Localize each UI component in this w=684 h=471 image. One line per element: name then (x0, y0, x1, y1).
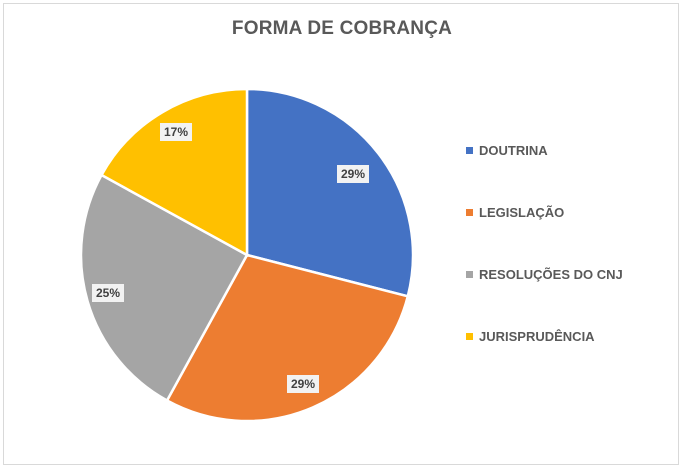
legend-label: LEGISLAÇÃO (479, 205, 565, 220)
legend-swatch-icon (466, 333, 473, 340)
legend-label: DOUTRINA (479, 143, 548, 158)
pie-slice-doutrina (245, 87, 415, 298)
legend-swatch-icon (466, 147, 473, 154)
chart-title: FORMA DE COBRANÇA (231, 18, 453, 39)
legend-item-doutrina: DOUTRINA (466, 143, 548, 158)
legend-label: RESOLUÇÕES DO CNJ (479, 267, 623, 282)
legend-swatch-icon (466, 271, 473, 278)
pie-slice-jurisprud-ncia (99, 87, 249, 258)
pie-slice-legisla-o (165, 253, 410, 423)
legend-item-legislacao: LEGISLAÇÃO (466, 205, 564, 220)
legend-label: JURISPRUDÊNCIA (479, 329, 595, 344)
data-label-resolucoes: 25% (92, 284, 125, 302)
data-label-jurisprudencia: 17% (160, 123, 193, 141)
legend-item-resolucoes: RESOLUÇÕES DO CNJ (466, 267, 623, 282)
legend-swatch-icon (466, 209, 473, 216)
legend-item-jurisprudencia: JURISPRUDÊNCIA (466, 329, 595, 344)
data-label-legislacao: 29% (287, 375, 320, 393)
data-label-doutrina: 29% (337, 165, 370, 183)
pie-slice-resolu-es-do-cnj (79, 173, 249, 403)
